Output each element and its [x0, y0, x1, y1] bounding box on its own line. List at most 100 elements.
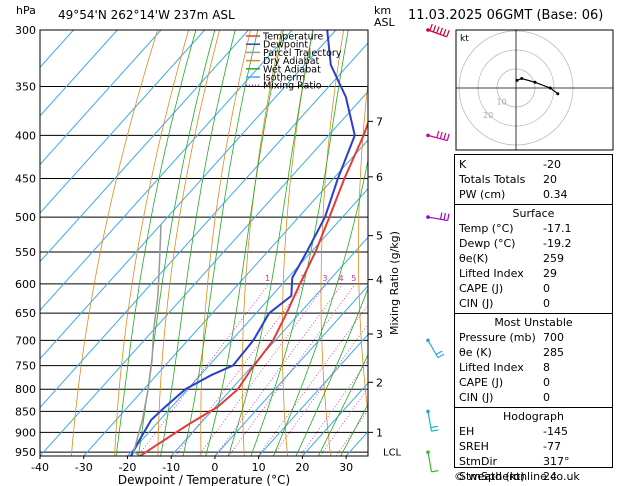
temperature-tick-label: 0: [211, 461, 218, 474]
wet-adiabat-line: [272, 158, 368, 456]
wind-barb-flag: [442, 28, 447, 36]
most-unstable-row-label: Pressure (mb): [459, 331, 536, 344]
section-divider: [455, 407, 612, 408]
hodograph-frame: [455, 29, 614, 151]
most-unstable-row-value: 285: [543, 346, 564, 359]
hodograph-row-value: 24: [543, 470, 557, 483]
surface-row-value: 259: [543, 252, 564, 265]
hodograph-ring-label: 10: [497, 97, 507, 106]
isotherm-line: [40, 30, 249, 263]
index-row-label: Totals Totals: [459, 173, 526, 186]
pressure-tick-label: 950: [15, 446, 36, 459]
temperature-tick-label: -10: [162, 461, 180, 474]
hodograph-row-label: EH: [459, 425, 475, 438]
surface-row-label: Dewp (°C): [459, 237, 516, 250]
dry-adiabat-line: [241, 30, 283, 456]
index-row-value: -20: [543, 158, 561, 171]
wind-barb-point: [426, 450, 430, 454]
hodograph-row: EH -145: [459, 424, 608, 439]
surface-row-label: θe(K): [459, 252, 489, 265]
pressure-tick-label: 450: [15, 173, 36, 186]
pressure-tick-label: 700: [15, 334, 36, 347]
mixing-ratio-label: 15: [419, 274, 429, 283]
most-unstable-row-label: θe (K): [459, 346, 492, 359]
legend-label: Wet Adiabat: [263, 64, 321, 75]
wind-barb-flag: [440, 212, 443, 220]
dry-adiabat-line: [71, 30, 158, 456]
wet-adiabat-line: [160, 30, 236, 456]
surface-row-value: 0: [543, 282, 550, 295]
pressure-tick-label: 500: [15, 211, 36, 224]
most-unstable-row: θe (K) 285: [459, 345, 608, 360]
hodograph-point: [520, 77, 524, 80]
index-row-label: PW (cm): [459, 188, 506, 201]
hodograph-row-label: SREH: [459, 440, 489, 453]
isotherm-line: [40, 42, 368, 409]
wet-adiabat-line: [182, 30, 259, 456]
pressure-tick-label: 650: [15, 307, 36, 320]
wind-barb-flag: [443, 132, 447, 140]
wind-barbs: [426, 23, 450, 473]
surface-row-label: CAPE (J): [459, 282, 504, 295]
hodograph-point: [548, 86, 552, 90]
isotherm-line: [40, 30, 162, 166]
temperature-tick-label: 30: [339, 461, 353, 474]
wind-barb-flag: [446, 133, 450, 141]
surface-row-value: 0: [543, 297, 550, 310]
mixing-ratio-label: 3: [322, 274, 327, 283]
hodograph-point: [533, 80, 537, 84]
surface-row: θe(K) 259: [459, 251, 608, 266]
legend-label: Mixing Ratio: [263, 81, 322, 92]
hodograph-ring-label: 20: [483, 111, 493, 120]
km-tick-label: 6: [376, 171, 383, 184]
isotherm-line: [83, 139, 368, 456]
km-tick-label: 5: [376, 230, 383, 243]
mixing-ratio-label: 20: [438, 274, 448, 283]
hodograph-row-label: StmSpd (kt): [459, 470, 525, 483]
km-tick-label: 4: [376, 274, 383, 287]
mixing-ratio-line: [174, 283, 305, 456]
surface-row: CAPE (J) 0: [459, 281, 608, 296]
temperature-line: [139, 120, 368, 456]
surface-row-value: -17.1: [543, 222, 572, 235]
surface-row: Dewp (°C) -19.2: [459, 236, 608, 251]
mixing-ratio-label: 1: [265, 274, 270, 283]
isotherm-line: [40, 30, 74, 68]
most-unstable-row-value: 700: [543, 331, 564, 344]
footer-credit: © weatheronline.co.uk: [454, 470, 580, 483]
hodograph-row-label: StmDir: [459, 455, 498, 468]
mixing-ratio-line: [272, 323, 368, 456]
most-unstable-row-label: CAPE (J): [459, 376, 504, 389]
surface-row-label: Temp (°C): [459, 222, 514, 235]
wind-barb-point: [426, 409, 430, 414]
index-row-value: 20: [543, 173, 557, 186]
most-unstable-row-label: CIN (J): [459, 391, 494, 404]
temperature-tick-label: 20: [295, 461, 309, 474]
wind-barb-flag: [439, 131, 443, 139]
temperature-tick-label: -40: [31, 461, 49, 474]
hodograph-row-value: -145: [543, 425, 568, 438]
surface-row: Lifted Index 29: [459, 266, 608, 281]
surface-row: Temp (°C) -17.1: [459, 221, 608, 236]
asl-unit-label: ASL: [374, 16, 395, 29]
isotherm-line: [258, 333, 368, 456]
most-unstable-row-value: 8: [543, 361, 550, 374]
surface-row-label: CIN (J): [459, 297, 494, 310]
wind-barb-flag: [439, 27, 443, 35]
dry-adiabat-line: [357, 79, 368, 416]
temperature-tick-label: 10: [252, 461, 266, 474]
wind-barb-flag: [443, 212, 446, 221]
mixing-ratio-label: 5: [351, 274, 356, 283]
isotherm-line: [302, 382, 368, 456]
pressure-tick-label: 750: [15, 360, 36, 373]
wind-barb-flag: [437, 353, 445, 359]
dewpoint-line: [130, 30, 356, 456]
surface-row-label: Lifted Index: [459, 267, 524, 280]
pressure-tick-label: 350: [15, 80, 36, 93]
most-unstable-row: Pressure (mb) 700: [459, 330, 608, 345]
index-row: PW (cm) 0.34: [459, 187, 608, 202]
wind-barb-flag: [435, 350, 443, 356]
wind-barb-point: [426, 215, 430, 219]
hodograph-row: SREH -77: [459, 439, 608, 454]
legend-label: Dewpoint: [263, 40, 308, 51]
